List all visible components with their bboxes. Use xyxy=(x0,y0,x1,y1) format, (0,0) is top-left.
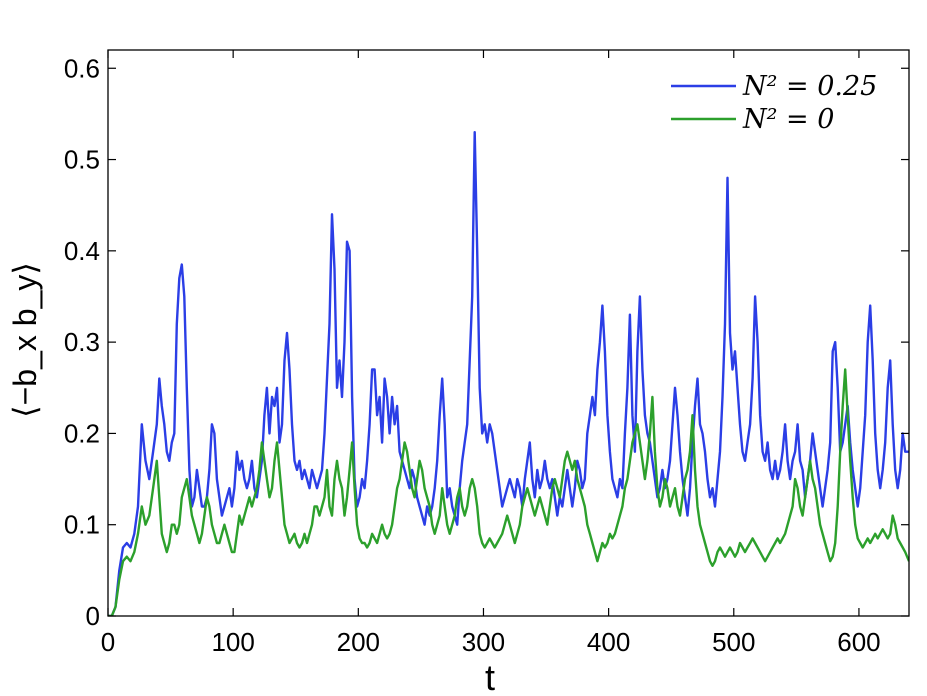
x-tick-label: 300 xyxy=(462,627,505,657)
x-tick-label: 500 xyxy=(712,627,755,657)
y-tick-label: 0.1 xyxy=(64,510,100,540)
y-tick-label: 0.3 xyxy=(64,327,100,357)
tick-layer: 0 100 200 300 400 500 600 0 0.1 0.2 0.3 0.4 0.5 0.6 xyxy=(64,50,909,657)
y-tick-label: 0.4 xyxy=(64,236,100,266)
x-tick-label: 0 xyxy=(101,627,115,657)
series-line-0 xyxy=(108,131,909,616)
x-tick-label: 600 xyxy=(837,627,880,657)
legend: N² = 0.25 N² = 0 xyxy=(671,71,877,135)
y-tick-label: 0.5 xyxy=(64,145,100,175)
legend-label-n2-0: N² = 0 xyxy=(742,104,834,135)
y-axis-label: ⟨−b_x b_y⟩ xyxy=(7,262,43,418)
y-tick-label: 0.6 xyxy=(64,53,100,83)
x-tick-label: 400 xyxy=(587,627,630,657)
y-tick-label: 0.2 xyxy=(64,418,100,448)
series-line-1 xyxy=(108,368,909,616)
series-layer xyxy=(108,131,909,616)
x-tick-label: 100 xyxy=(211,627,254,657)
plot-frame xyxy=(107,49,910,617)
y-tick-label: 0 xyxy=(86,601,100,631)
legend-label-n2-025: N² = 0.25 xyxy=(742,71,877,102)
x-tick-label: 200 xyxy=(337,627,380,657)
plot-area: 0 100 200 300 400 500 600 0 0.1 0.2 0.3 0.4 0.5 0.6 xyxy=(64,49,910,657)
x-axis-label: t xyxy=(485,657,495,696)
